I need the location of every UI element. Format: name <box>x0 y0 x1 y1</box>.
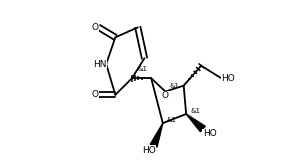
Text: O: O <box>162 92 169 100</box>
Polygon shape <box>150 123 163 147</box>
Text: &1: &1 <box>137 66 147 72</box>
Text: &1: &1 <box>190 108 200 114</box>
Text: &1: &1 <box>170 83 179 89</box>
Text: &1: &1 <box>167 117 177 123</box>
Text: HO: HO <box>142 146 155 155</box>
Text: O: O <box>92 90 99 99</box>
Text: HO: HO <box>203 129 216 138</box>
Text: HN: HN <box>93 59 106 69</box>
Polygon shape <box>186 114 205 132</box>
Text: HO: HO <box>221 74 235 83</box>
Text: O: O <box>92 23 99 32</box>
